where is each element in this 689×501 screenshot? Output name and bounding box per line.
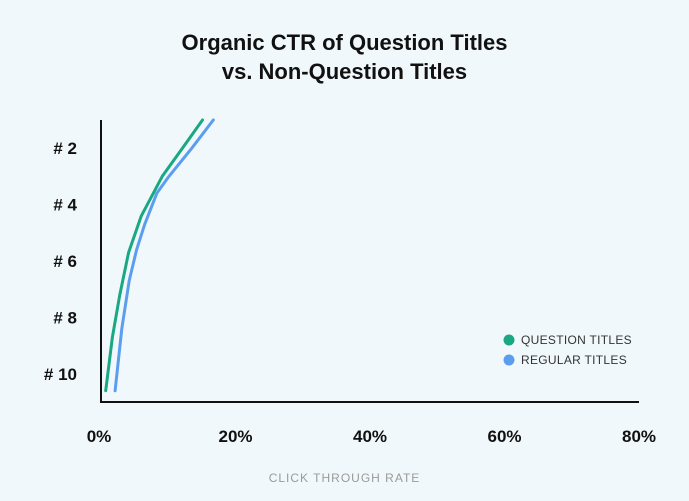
x-axis-label: CLICK THROUGH RATE <box>269 471 421 485</box>
y-tick-label: # 4 <box>53 196 77 215</box>
chart-title-line-1: Organic CTR of Question Titles <box>181 30 508 55</box>
legend-marker <box>503 334 515 346</box>
x-tick-label: 60% <box>487 427 521 446</box>
x-tick-label: 0% <box>87 427 112 446</box>
series-line-1 <box>104 118 204 393</box>
x-tick-label: 40% <box>353 427 387 446</box>
y-tick-label: # 10 <box>44 365 77 384</box>
y-tick-labels: # 2 # 4 # 6 # 8 # 10 <box>44 139 78 384</box>
y-tick-label: # 2 <box>53 139 77 158</box>
series-lines <box>104 118 215 393</box>
chart-title: Organic CTR of Question Titles vs. Non-Q… <box>0 28 689 86</box>
x-tick-label: 20% <box>218 427 252 446</box>
y-tick-label: # 6 <box>53 252 77 271</box>
chart-title-line-2: vs. Non-Question Titles <box>221 59 468 84</box>
series-line-2 <box>113 118 215 393</box>
x-tick-label: 80% <box>622 427 656 446</box>
y-tick-label: # 8 <box>53 308 77 327</box>
legend-label: QUESTION TITLES <box>521 333 632 347</box>
legend-label: REGULAR TITLES <box>521 353 627 367</box>
legend-marker <box>503 354 515 366</box>
x-tick-labels: 0% 20% 40% 60% 80% <box>87 427 656 446</box>
legend: QUESTION TITLES REGULAR TITLES <box>503 333 632 367</box>
